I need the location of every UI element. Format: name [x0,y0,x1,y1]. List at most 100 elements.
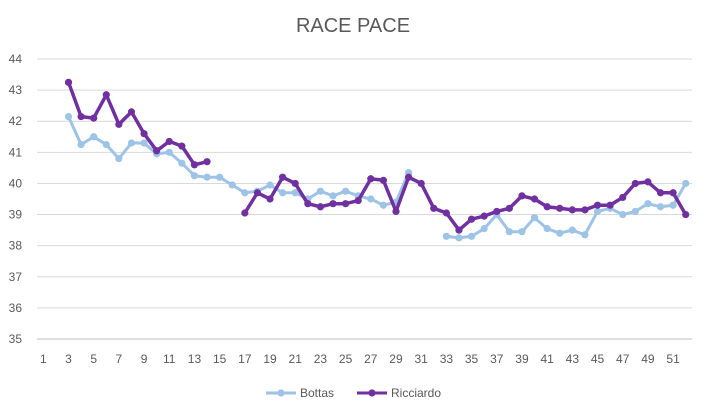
x-tick-label: 31 [415,352,429,366]
data-point [90,114,98,122]
data-point [329,192,337,200]
data-point [682,210,690,219]
x-tick-label: 5 [90,352,97,366]
data-point [379,176,387,184]
data-point [568,206,576,214]
data-point [367,175,375,183]
x-tick-label: 23 [314,352,328,366]
legend-label: Ricciardo [391,386,441,400]
y-tick-label: 39 [9,208,23,222]
data-point [568,226,576,234]
y-tick-label: 43 [9,83,23,97]
data-point [467,215,476,223]
data-point [442,232,450,240]
x-tick-label: 9 [141,352,148,366]
x-tick-label: 43 [566,352,580,366]
data-point [90,133,98,141]
x-tick-label: 47 [616,352,630,366]
x-tick-label: 39 [515,352,529,366]
data-point [556,229,564,237]
data-point [279,173,287,181]
data-point [581,231,589,239]
data-point [241,189,249,197]
series-ricciardo [64,78,690,234]
legend-marker [277,389,285,397]
data-point [140,130,148,138]
y-tick-label: 35 [9,332,23,346]
x-tick-label: 7 [116,352,123,366]
data-point [367,195,375,203]
data-point [102,140,110,149]
y-tick-label: 36 [9,301,23,315]
data-point [669,201,677,209]
data-point [455,226,463,234]
data-point [593,201,602,209]
data-point [493,207,501,216]
data-point [379,201,387,209]
data-point [279,189,287,197]
data-point [682,179,690,188]
data-point [304,200,312,208]
data-point [644,200,652,208]
data-point [342,200,350,208]
x-tick-label: 25 [339,352,353,366]
data-point [505,228,513,236]
data-point [631,207,639,216]
x-tick-label: 21 [289,352,303,366]
data-point [518,228,526,236]
data-point [165,137,173,146]
data-point [102,91,110,99]
data-point [190,161,199,169]
data-point [505,204,513,212]
series-lines [64,78,690,242]
data-point [543,224,551,233]
data-point [581,206,589,214]
data-point [115,120,123,128]
x-tick-label: 33 [440,352,454,366]
data-point [631,179,639,188]
series-bottas [64,112,690,242]
x-tick-label: 1 [40,352,47,366]
data-point [115,154,123,163]
data-point [127,139,136,147]
data-point [530,195,539,203]
legend-item-ricciardo: Ricciardo [357,386,441,400]
chart-title: RACE PACE [296,15,410,37]
data-point [354,196,362,205]
data-point [165,148,173,156]
x-tick-label: 17 [238,352,252,366]
x-tick-label: 11 [163,352,176,366]
data-point [253,189,262,197]
data-point [77,112,85,121]
data-point [556,204,564,212]
data-point [656,203,665,211]
data-point [316,203,325,211]
data-point [241,209,249,217]
x-tick-label: 45 [591,352,605,366]
data-point [291,189,299,197]
gridlines [37,58,692,309]
data-point [329,200,337,208]
data-point [543,203,551,211]
data-point [178,159,186,167]
data-point [140,139,148,147]
data-point [669,189,677,197]
data-point [316,187,325,195]
legend-item-bottas: Bottas [266,386,334,400]
legend: Bottas Ricciardo [266,386,441,400]
y-tick-label: 41 [9,145,23,159]
data-point [656,189,665,197]
data-point [216,173,224,181]
data-point [404,173,413,181]
x-tick-label: 19 [263,352,277,366]
x-tick-label: 3 [65,352,72,366]
data-point [644,178,652,186]
data-point [467,232,476,240]
legend-marker [368,389,376,397]
legend-label: Bottas [300,386,334,400]
x-tick-label: 13 [188,352,202,366]
data-point [228,181,236,189]
x-tick-label: 41 [540,352,554,366]
